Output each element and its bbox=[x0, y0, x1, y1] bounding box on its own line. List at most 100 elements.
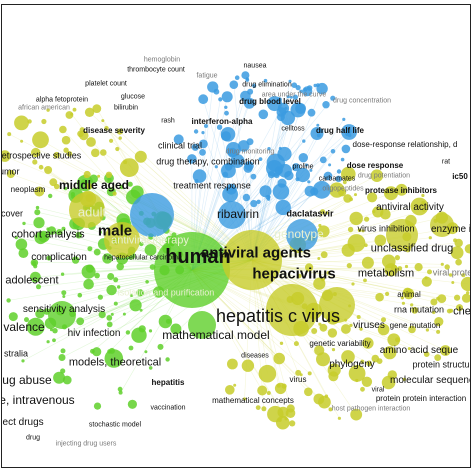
term-label: antiviral activity bbox=[376, 202, 444, 213]
term-node bbox=[71, 256, 80, 264]
term-label: drug bbox=[25, 434, 41, 442]
term-node bbox=[194, 179, 199, 184]
term-node bbox=[309, 168, 313, 172]
term-node bbox=[75, 231, 82, 239]
term-node bbox=[255, 405, 261, 410]
term-node bbox=[193, 129, 199, 134]
term-label: viral protein bbox=[432, 267, 470, 278]
term-node bbox=[425, 328, 429, 332]
term-node bbox=[258, 364, 277, 383]
term-node bbox=[14, 115, 29, 131]
term-label: hiv infection bbox=[67, 328, 121, 339]
term-node bbox=[285, 408, 296, 419]
term-node bbox=[63, 147, 69, 153]
link-line bbox=[251, 259, 458, 299]
term-node bbox=[122, 312, 126, 316]
term-label: nausea bbox=[243, 62, 267, 70]
term-node bbox=[354, 193, 357, 197]
term-node bbox=[375, 292, 384, 302]
term-node bbox=[307, 108, 316, 117]
term-node bbox=[272, 183, 290, 200]
term-node bbox=[46, 255, 52, 261]
term-node bbox=[36, 284, 41, 290]
term-node bbox=[400, 296, 405, 300]
term-node bbox=[345, 132, 350, 137]
term-label: ug abuse bbox=[2, 373, 52, 387]
term-node bbox=[134, 150, 147, 163]
term-label: mathematical model bbox=[162, 328, 270, 342]
term-label: disease severity bbox=[83, 126, 145, 135]
term-node bbox=[355, 378, 359, 383]
term-node bbox=[107, 273, 115, 280]
term-label: hepatocellular carcinoma bbox=[104, 254, 182, 262]
term-node bbox=[6, 169, 15, 179]
term-label: african american bbox=[18, 104, 70, 112]
term-node bbox=[41, 118, 47, 125]
term-node bbox=[46, 227, 50, 231]
term-label: male bbox=[97, 222, 133, 240]
term-node bbox=[397, 266, 403, 271]
term-node bbox=[94, 272, 100, 279]
term-node bbox=[295, 177, 300, 182]
term-node bbox=[241, 71, 250, 80]
term-label: vaccination bbox=[150, 404, 186, 412]
term-node bbox=[35, 205, 40, 210]
term-label: mathematical concepts bbox=[212, 396, 294, 405]
term-label: hepatitis c virus bbox=[215, 306, 341, 326]
term-node bbox=[328, 163, 332, 167]
term-node bbox=[113, 277, 119, 283]
term-node bbox=[261, 406, 267, 412]
term-node bbox=[370, 169, 384, 182]
term-node bbox=[220, 127, 236, 142]
term-node bbox=[72, 107, 77, 112]
term-node bbox=[58, 354, 66, 361]
term-node bbox=[454, 238, 463, 248]
term-node bbox=[112, 191, 117, 196]
term-label: animal bbox=[397, 290, 421, 299]
term-node bbox=[145, 280, 149, 284]
term-node bbox=[92, 347, 102, 357]
term-node bbox=[2, 150, 11, 162]
term-label: virus bbox=[289, 375, 307, 384]
term-node bbox=[138, 325, 146, 333]
term-node bbox=[363, 278, 367, 283]
term-node bbox=[229, 80, 239, 89]
term-node bbox=[14, 236, 18, 240]
term-node bbox=[341, 243, 355, 257]
term-node bbox=[387, 370, 397, 380]
term-node bbox=[99, 230, 102, 234]
term-node bbox=[78, 130, 89, 141]
term-node bbox=[361, 376, 373, 387]
term-node bbox=[383, 346, 397, 360]
term-label: antiviral therapy bbox=[111, 234, 189, 247]
term-node bbox=[374, 234, 387, 247]
term-node bbox=[24, 317, 29, 323]
term-node bbox=[342, 117, 346, 121]
term-node bbox=[450, 246, 464, 260]
network-canvas bbox=[2, 71, 470, 430]
hub-node bbox=[188, 311, 216, 339]
term-node bbox=[317, 257, 321, 260]
term-node bbox=[117, 285, 121, 289]
term-node bbox=[230, 186, 235, 191]
term-node bbox=[258, 109, 269, 120]
term-node bbox=[7, 132, 12, 137]
hub-node bbox=[430, 213, 454, 237]
term-node bbox=[320, 277, 326, 282]
term-node bbox=[218, 97, 223, 102]
term-node bbox=[305, 263, 314, 272]
term-label: genotype bbox=[274, 227, 324, 241]
term-label: fatigue bbox=[196, 72, 218, 80]
term-node bbox=[63, 186, 68, 191]
term-label: hepatitis bbox=[151, 378, 185, 387]
term-node bbox=[289, 420, 296, 427]
term-label: drug blood level bbox=[239, 97, 301, 106]
term-node bbox=[319, 156, 327, 164]
term-node bbox=[89, 174, 98, 184]
term-node bbox=[70, 112, 74, 116]
term-node bbox=[319, 128, 324, 133]
term-node bbox=[367, 192, 378, 203]
term-node bbox=[331, 348, 336, 352]
term-node bbox=[364, 216, 370, 222]
term-node bbox=[49, 328, 53, 332]
